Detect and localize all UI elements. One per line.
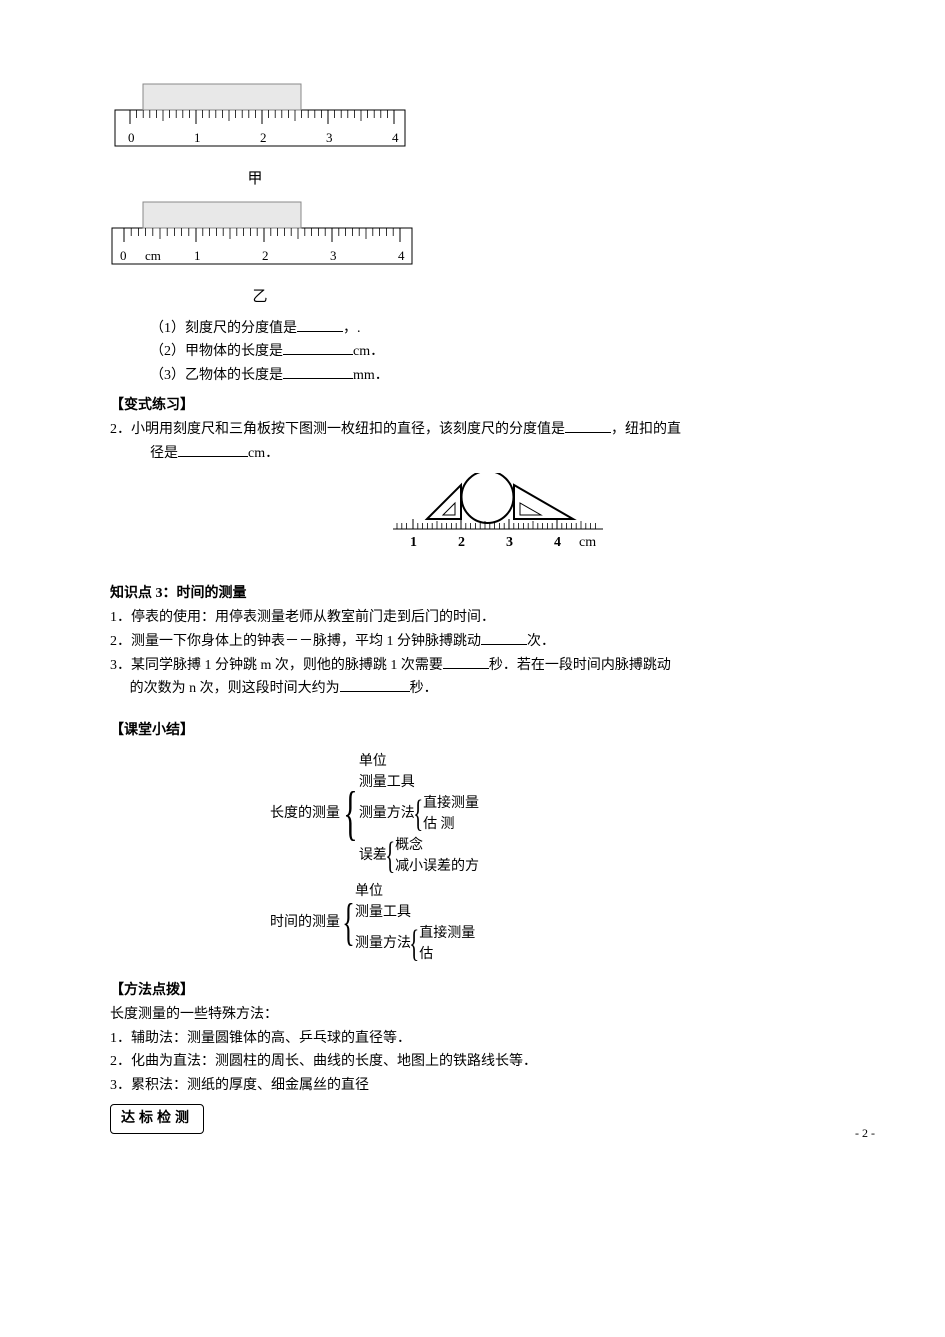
ruler-figure-1: 0 1 2 3 4 bbox=[110, 80, 885, 161]
q2-b: ，纽扣的直 bbox=[611, 422, 681, 437]
tips-l1: 1．辅助法：测量圆锥体的高、乒乓球的直径等． bbox=[110, 1027, 885, 1051]
tips-l3: 3．累积法：测纸的厚度、细金属丝的直径 bbox=[110, 1074, 885, 1098]
kp3-l3d: 秒． bbox=[410, 681, 438, 696]
kp3-l3b: 秒．若在一段时间内脉搏跳动 bbox=[489, 658, 671, 673]
sum-time-i0: 单位 bbox=[355, 881, 475, 902]
q1-line3: （3）乙物体的长度是 mm． bbox=[150, 364, 885, 388]
sum-length-i0: 单位 bbox=[359, 751, 479, 772]
svg-text:3: 3 bbox=[330, 248, 337, 263]
blank bbox=[283, 364, 353, 379]
ruler-figure-2: 0 cm 1 2 3 4 bbox=[110, 198, 885, 279]
brace-icon: { bbox=[343, 788, 357, 839]
svg-text:4: 4 bbox=[392, 130, 399, 145]
button-figure: 1 2 3 4 cm bbox=[110, 473, 885, 572]
svg-text:1: 1 bbox=[410, 535, 417, 550]
sum-length-e0: 概念 bbox=[395, 835, 479, 856]
tips-heading: 【方法点拨】 bbox=[110, 979, 885, 1003]
sum-length-error: 误差 bbox=[359, 845, 387, 866]
summary-heading: 【课堂小结】 bbox=[110, 719, 885, 743]
q1-l1-text: （1）刻度尺的分度值是 bbox=[150, 321, 297, 336]
blank bbox=[340, 677, 410, 692]
sum-length-method: 测量方法 bbox=[359, 803, 415, 824]
q1-l3-text: （3）乙物体的长度是 bbox=[150, 368, 283, 383]
kp3-l2b: 次． bbox=[527, 634, 555, 649]
blank bbox=[481, 630, 527, 645]
ruler2-svg: 0 cm 1 2 3 4 bbox=[110, 198, 420, 270]
kp3-l2: 2．测量一下你身体上的钟表－－脉搏，平均 1 分钟脉搏跳动 次． bbox=[110, 630, 885, 654]
q2-num: 2． bbox=[110, 422, 131, 437]
q2-a: 小明用刻度尺和三角板按下图测一枚纽扣的直径，该刻度尺的分度值是 bbox=[131, 422, 565, 437]
q2-block: 2．小明用刻度尺和三角板按下图测一枚纽扣的直径，该刻度尺的分度值是 ，纽扣的直 径… bbox=[110, 418, 885, 466]
kp3-l3: 3．某同学脉搏 1 分钟跳 m 次，则他的脉搏跳 1 次需要 秒．若在一段时间内脉… bbox=[110, 654, 885, 702]
ruler2-unit: cm bbox=[145, 248, 161, 263]
sum-length-i1: 测量工具 bbox=[359, 772, 479, 793]
svg-text:4: 4 bbox=[554, 535, 561, 550]
q1-l1-tail: ，. bbox=[343, 321, 361, 336]
svg-text:1: 1 bbox=[194, 248, 201, 263]
blank bbox=[297, 317, 343, 332]
ruler1-label: 甲 bbox=[110, 167, 400, 193]
ruler2-label: 乙 bbox=[110, 285, 410, 311]
kp3-l3c: 的次数为 n 次，则这段时间大约为 bbox=[130, 681, 340, 696]
sum-time-title: 时间的测量 bbox=[270, 912, 344, 933]
q2-d: cm． bbox=[248, 446, 279, 461]
check-label: 达标检测 bbox=[110, 1104, 204, 1134]
q1-l3-unit: mm． bbox=[353, 368, 389, 383]
brace-icon: { bbox=[409, 927, 419, 961]
sum-length-e1: 减小误差的方 bbox=[395, 856, 479, 877]
svg-text:0: 0 bbox=[120, 248, 127, 263]
svg-text:2: 2 bbox=[260, 130, 267, 145]
svg-text:3: 3 bbox=[506, 535, 513, 550]
tips-intro: 长度测量的一些特殊方法： bbox=[110, 1003, 885, 1027]
brace-icon: { bbox=[342, 901, 354, 945]
svg-text:0: 0 bbox=[128, 130, 135, 145]
sum-time-i1: 测量工具 bbox=[355, 902, 475, 923]
sum-length-m1: 估 测 bbox=[423, 814, 479, 835]
q2-c: 径是 bbox=[150, 446, 178, 461]
sum-time-m0: 直接测量 bbox=[419, 923, 475, 944]
q1-line1: （1）刻度尺的分度值是 ，. bbox=[150, 317, 885, 341]
q1-l2-unit: cm． bbox=[353, 344, 384, 359]
blank bbox=[283, 340, 353, 355]
summary-block: 长度的测量 { 单位 测量工具 测量方法 { 直接测量 估 测 误差 { 概念 … bbox=[270, 751, 885, 965]
sum-time-method: 测量方法 bbox=[355, 933, 411, 954]
kp3-l1: 1．停表的使用：用停表测量老师从教室前门走到后门的时间． bbox=[110, 606, 885, 630]
svg-text:2: 2 bbox=[458, 535, 465, 550]
ruler1-svg: 0 1 2 3 4 bbox=[110, 80, 410, 152]
variant-heading: 【变式练习】 bbox=[110, 394, 885, 418]
q1-line2: （2）甲物体的长度是 cm． bbox=[150, 340, 885, 364]
kp3-l3a: 3．某同学脉搏 1 分钟跳 m 次，则他的脉搏跳 1 次需要 bbox=[110, 658, 443, 673]
sum-length-title: 长度的测量 bbox=[270, 803, 344, 824]
page-number: - 2 - bbox=[855, 1123, 875, 1143]
sum-time-m1: 估 bbox=[419, 944, 475, 965]
svg-text:4: 4 bbox=[398, 248, 405, 263]
svg-text:2: 2 bbox=[262, 248, 269, 263]
blank bbox=[178, 442, 248, 457]
tips-l2: 2．化曲为直法：测圆柱的周长、曲线的长度、地图上的铁路线长等． bbox=[110, 1050, 885, 1074]
kp3-l2a: 2．测量一下你身体上的钟表－－脉搏，平均 1 分钟脉搏跳动 bbox=[110, 634, 481, 649]
svg-text:1: 1 bbox=[194, 130, 201, 145]
svg-text:3: 3 bbox=[326, 130, 333, 145]
kp3-heading: 知识点 3：时间的测量 bbox=[110, 582, 885, 606]
brace-icon: { bbox=[385, 839, 395, 873]
blank bbox=[565, 418, 611, 433]
brace-icon: { bbox=[413, 797, 423, 831]
sum-length-m0: 直接测量 bbox=[423, 793, 479, 814]
q1-l2-text: （2）甲物体的长度是 bbox=[150, 344, 283, 359]
button-svg: 1 2 3 4 cm bbox=[383, 473, 613, 563]
svg-text:cm: cm bbox=[579, 535, 596, 550]
blank bbox=[443, 654, 489, 669]
